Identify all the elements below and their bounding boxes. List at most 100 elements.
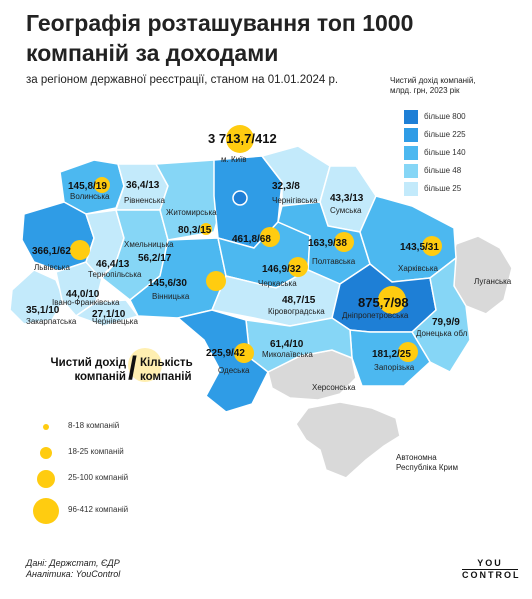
region-value-label: 146,9/32 xyxy=(262,264,301,275)
metric-key-revenue-line-2: компаній xyxy=(74,371,126,383)
legend-swatch xyxy=(404,164,418,178)
region-name-label: Миколаївська xyxy=(262,350,313,359)
metric-key-slash: / xyxy=(128,350,137,386)
region-name-label: Одеська xyxy=(218,366,250,375)
size-legend-dot xyxy=(37,470,55,488)
region-shape-lviv xyxy=(21,201,95,273)
region-value-label: 181,2/25 xyxy=(372,349,411,360)
metric-key-dot xyxy=(128,348,162,382)
size-legend-label: 8-18 компаній xyxy=(68,421,120,430)
legend-swatch xyxy=(404,128,418,142)
region-name-label: Кіровоградська xyxy=(268,307,325,316)
region-value-label: 61,4/10 xyxy=(270,339,304,350)
region-name-label: Закарпатська xyxy=(26,317,77,326)
page-subtitle: за регіоном державної реєстрації, станом… xyxy=(26,74,339,86)
count-bubble xyxy=(334,232,354,252)
region-name-label: Чернігівська xyxy=(272,196,318,205)
source-line-1: Дані: Держстат, ЄДР xyxy=(26,558,120,568)
region-value-label: 3 713,7/412 xyxy=(208,131,277,146)
region-value-label: 46,4/13 xyxy=(96,259,130,270)
metric-key-count-line-1: Кількість xyxy=(140,357,193,369)
count-bubble xyxy=(226,125,254,153)
region-name-label: Чернівецька xyxy=(92,317,138,326)
size-legend-label: 18-25 компаній xyxy=(68,447,124,456)
region-name-label: Черкаська xyxy=(258,279,297,288)
region-name-label: Вінницька xyxy=(152,292,190,301)
legend-swatch xyxy=(404,182,418,196)
region-name-label: Рівненська xyxy=(124,196,165,205)
region-value-label: 48,7/15 xyxy=(282,295,316,306)
region-name-label: Сумська xyxy=(330,206,362,215)
legend-swatch xyxy=(404,110,418,124)
region-value-label: 145,6/30 xyxy=(148,278,187,289)
region-name-label: Запорізька xyxy=(374,363,415,372)
count-bubble xyxy=(206,271,226,291)
region-shape-crimea xyxy=(295,401,401,479)
region-value-label: 145,8/19 xyxy=(68,181,107,192)
metric-key-revenue: Чистий дохід компаній xyxy=(36,356,126,384)
source-line-2: Аналітика: YouControl xyxy=(26,569,121,579)
region-name-label: Республіка Крим xyxy=(396,463,458,472)
region-name-label: Херсонська xyxy=(312,383,356,392)
region-name-label: м. Київ xyxy=(221,155,247,164)
legend-title-line-1: Чистий дохід компаній, xyxy=(390,76,476,85)
region-name-label: Донецька обл xyxy=(416,329,468,338)
size-legend-dot xyxy=(40,447,52,459)
region-value-label: 79,9/9 xyxy=(432,317,460,328)
region-value-label: 80,3/15 xyxy=(178,225,212,236)
page-title: Географія розташування топ 1000 компаній… xyxy=(26,8,426,68)
region-value-label: 366,1/62 xyxy=(32,246,71,257)
youcontrol-logo: YOU CONTROL xyxy=(462,558,521,581)
region-name-label: Волинська xyxy=(70,192,110,201)
region-value-label: 225,9/42 xyxy=(206,348,245,359)
region-value-label: 56,2/17 xyxy=(138,253,172,264)
region-shape-kyiv-city xyxy=(232,190,248,206)
region-shapes xyxy=(9,145,513,479)
region-value-label: 875,7/98 xyxy=(358,295,409,310)
region-shape-zakarpattia xyxy=(9,269,65,325)
region-value-label: 36,4/13 xyxy=(126,180,160,191)
company-count-bubbles xyxy=(70,125,442,363)
count-bubble xyxy=(260,227,280,247)
size-legend-dot xyxy=(33,498,59,524)
metric-key-revenue-line-1: Чистий дохід xyxy=(50,357,126,369)
region-name-label: Тернопільська xyxy=(88,270,142,279)
legend-label: більше 225 xyxy=(424,130,466,139)
size-legend-label: 25-100 компаній xyxy=(68,473,129,482)
region-value-label: 32,3/8 xyxy=(272,181,300,192)
region-shape-odesa xyxy=(176,309,269,413)
region-name-label: Львівська xyxy=(34,263,70,272)
region-shape-donetsk xyxy=(411,256,471,373)
region-name-label: Харківська xyxy=(398,264,439,273)
legend-label: більше 800 xyxy=(424,112,466,121)
region-value-label: 143,5/31 xyxy=(400,242,439,253)
count-bubble xyxy=(398,342,418,362)
count-bubble xyxy=(94,177,110,193)
region-value-label: 43,3/13 xyxy=(330,193,364,204)
region-value-label: 163,9/38 xyxy=(308,238,347,249)
region-name-label: Дніпропетровська xyxy=(342,311,409,320)
metric-key-count: Кількість компаній xyxy=(140,356,200,384)
legend-title-line-2: млрд. грн, 2023 рік xyxy=(390,86,460,95)
title-line-2: компаній за доходами xyxy=(26,40,279,66)
legend-label: більше 48 xyxy=(424,166,462,175)
count-bubble xyxy=(288,257,308,277)
region-value-label: 44,0/10 xyxy=(66,289,100,300)
region-name-label: Івано-Франківська xyxy=(52,298,120,307)
metric-key-count-line-2: компаній xyxy=(140,371,192,383)
region-value-label: 461,8/68 xyxy=(232,234,271,245)
count-bubble xyxy=(70,240,90,260)
region-name-label: Хмельницька xyxy=(124,240,174,249)
size-legend-dot xyxy=(43,424,49,430)
count-bubble xyxy=(200,223,212,235)
region-name-label: Автономна xyxy=(396,453,437,462)
title-line-1: Географія розташування топ 1000 xyxy=(26,10,414,36)
region-name-label: Луганська xyxy=(474,277,512,286)
legend-swatch xyxy=(404,146,418,160)
legend-label: більше 25 xyxy=(424,184,462,193)
count-bubble xyxy=(378,286,406,314)
logo-line-2: CONTROL xyxy=(462,569,521,580)
logo-line-1: YOU xyxy=(477,558,503,568)
